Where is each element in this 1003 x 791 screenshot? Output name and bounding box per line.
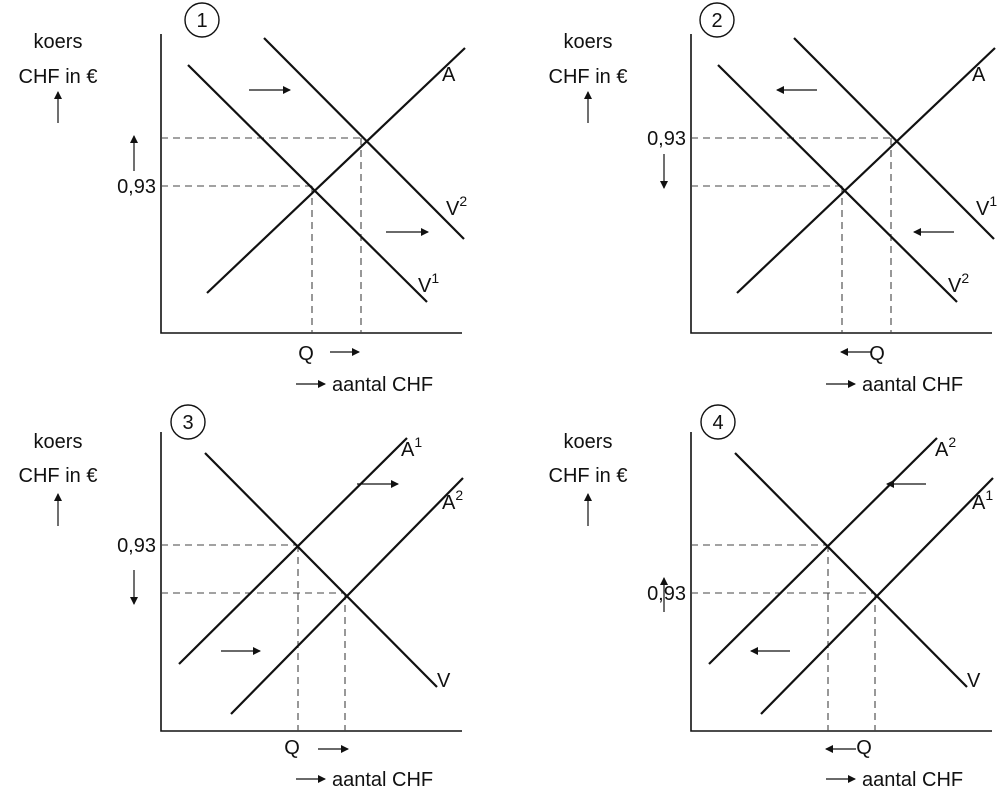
price-label: 0,93 [117, 176, 156, 198]
x-axis-label: aantal CHF [332, 769, 433, 791]
axes [160, 34, 462, 334]
panel-number-circle [699, 2, 735, 38]
quantity-label: Q [298, 343, 314, 365]
panel-number: 1 [196, 10, 207, 32]
curve-label-V1: V1 [418, 270, 439, 297]
curve-label-A: A [442, 64, 456, 86]
demand-curve-V [204, 452, 438, 688]
supply-curve-A1 [178, 437, 408, 665]
curve-label-A: A [972, 64, 986, 86]
axes [690, 432, 992, 732]
curve-label-A2: A2 [935, 434, 956, 461]
x-axis-label: aantal CHF [332, 374, 433, 396]
y-axis-label-line1: koers [34, 431, 83, 453]
y-axis-label-line2: CHF in € [19, 66, 98, 88]
panel-number: 4 [712, 412, 723, 434]
price-label: 0,93 [647, 128, 686, 150]
panel-number: 2 [711, 10, 722, 32]
y-axis-label-line2: CHF in € [549, 66, 628, 88]
y-axis-label-line1: koers [564, 31, 613, 53]
quantity-label: Q [856, 737, 872, 759]
panel-number-circle [184, 2, 220, 38]
demand-curve-V2 [717, 64, 958, 303]
curve-label-V: V [967, 670, 981, 692]
price-label: 0,93 [117, 535, 156, 557]
curve-label-A2: A2 [442, 487, 463, 514]
curve-label-V: V [437, 670, 451, 692]
demand-curve-V1 [187, 64, 428, 303]
y-axis-label-line1: koers [34, 31, 83, 53]
demand-curve-V1 [793, 37, 995, 240]
curve-label-A1: A1 [972, 487, 993, 514]
curve-label-A1: A1 [401, 434, 422, 461]
supply-curve-A [736, 47, 996, 294]
demand-curve-V2 [263, 37, 465, 240]
quantity-label: Q [284, 737, 300, 759]
quantity-label: Q [869, 343, 885, 365]
axes [690, 34, 992, 334]
y-axis-label-line2: CHF in € [19, 465, 98, 487]
curve-label-V2: V2 [446, 193, 467, 220]
panel-number-circle [700, 404, 736, 440]
x-axis-label: aantal CHF [862, 769, 963, 791]
demand-curve-V [734, 452, 968, 688]
x-axis-label: aantal CHF [862, 374, 963, 396]
curve-label-V1: V1 [976, 193, 997, 220]
price-label: 0,93 [647, 583, 686, 605]
curve-label-V2: V2 [948, 270, 969, 297]
supply-curve-A [206, 47, 466, 294]
y-axis-label-line1: koers [564, 431, 613, 453]
y-axis-label-line2: CHF in € [549, 465, 628, 487]
supply-curve-A2 [708, 437, 938, 665]
panel-number: 3 [182, 412, 193, 434]
axes [160, 432, 462, 732]
panel-number-circle [170, 404, 206, 440]
